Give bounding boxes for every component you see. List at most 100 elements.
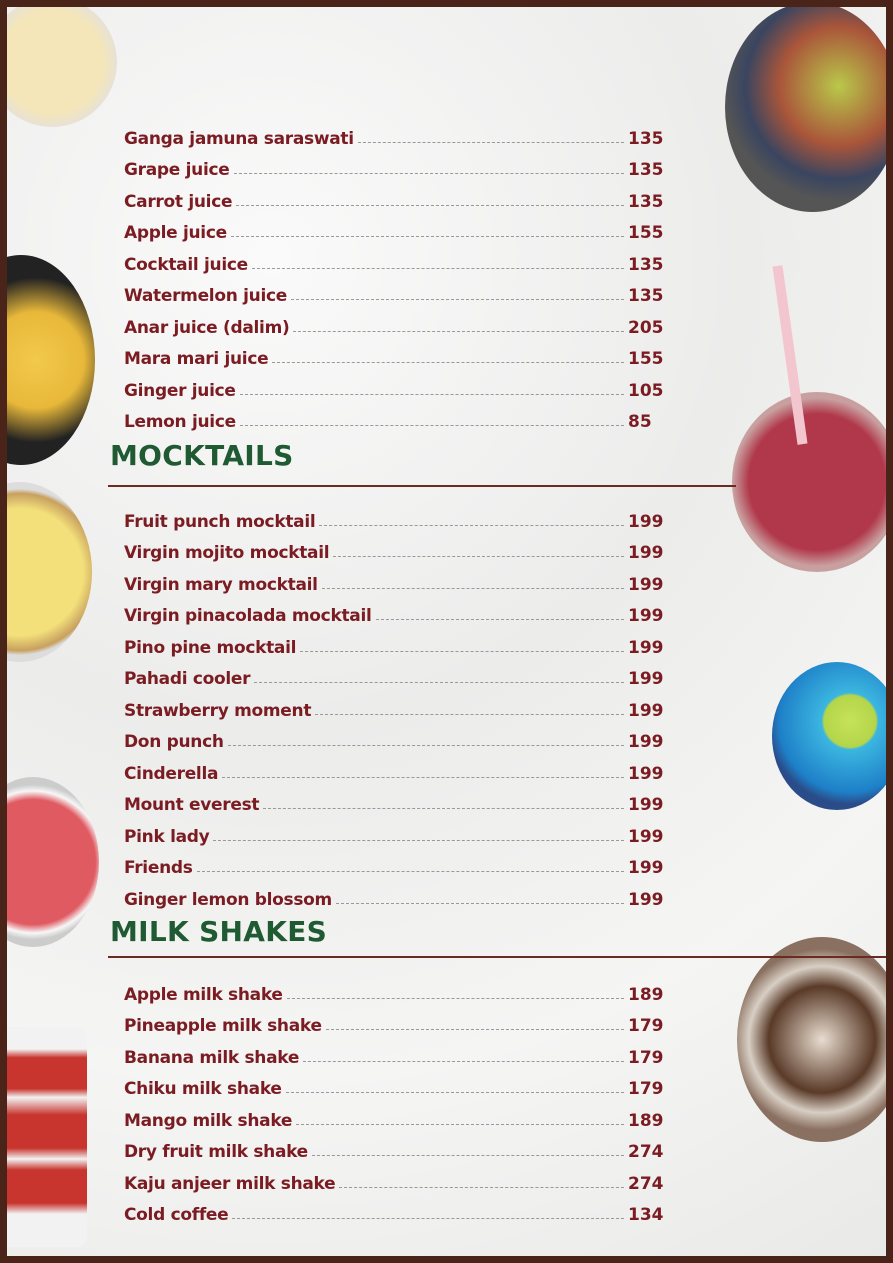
- dotted-leader: [325, 1028, 624, 1030]
- dotted-leader: [300, 650, 624, 652]
- item-price: 199: [628, 669, 664, 689]
- grapes-bowl-image: [725, 7, 886, 212]
- item-name: Don punch: [124, 732, 224, 752]
- menu-item: Cocktail juice 135: [124, 243, 664, 275]
- menu-item: Apple milk shake 189: [124, 973, 664, 1005]
- item-name: Mara mari juice: [124, 349, 269, 369]
- menu-item: Ganga jamuna saraswati 135: [124, 117, 664, 149]
- dotted-leader: [293, 330, 624, 332]
- item-name: Virgin pinacolada mocktail: [124, 606, 372, 626]
- menu-item: Watermelon juice 135: [124, 275, 664, 306]
- dotted-leader: [227, 744, 624, 746]
- menu-item: Pahadi cooler 199: [124, 658, 664, 689]
- menu-item: Anar juice (dalim) 205: [124, 306, 664, 338]
- menu-item: Chiku milk shake 179: [124, 1068, 664, 1099]
- milk-shakes-divider: [108, 956, 886, 958]
- dotted-leader: [213, 839, 624, 841]
- dotted-leader: [232, 1217, 624, 1219]
- menu-item: Virgin pinacolada mocktail 199: [124, 595, 664, 626]
- item-price: 199: [628, 732, 664, 752]
- dotted-leader: [222, 776, 624, 778]
- menu-item: Pineapple milk shake 179: [124, 1005, 664, 1036]
- item-name: Kaju anjeer milk shake: [124, 1173, 336, 1194]
- menu-item: Carrot juice 135: [124, 180, 664, 212]
- item-price: 199: [628, 858, 664, 878]
- menu-item: Don punch 199: [124, 721, 664, 752]
- item-name: Ginger juice: [124, 380, 236, 401]
- dotted-leader: [296, 1123, 624, 1125]
- menu-item: Ginger lemon blossom 199: [124, 878, 664, 910]
- item-price: 205: [628, 317, 664, 338]
- item-name: Carrot juice: [124, 191, 233, 212]
- menu-item: Cold coffee 134: [124, 1194, 664, 1225]
- dotted-leader: [333, 555, 624, 557]
- item-price: 155: [628, 349, 664, 369]
- dotted-leader: [335, 902, 624, 904]
- item-price: 274: [628, 1173, 664, 1194]
- mango-drink-image: [7, 482, 92, 662]
- item-price: 199: [628, 763, 664, 784]
- item-name: Fruit punch mocktail: [124, 511, 316, 532]
- dotted-leader: [263, 807, 624, 809]
- dotted-leader: [339, 1186, 624, 1188]
- item-price: 189: [628, 1110, 664, 1131]
- strawberry-juice-image: [732, 392, 886, 572]
- menu-item: Grape juice 135: [124, 149, 664, 180]
- item-price: 135: [628, 254, 664, 275]
- menu-item: Cinderella 199: [124, 752, 664, 784]
- item-name: Cold coffee: [124, 1205, 229, 1225]
- menu-item: Ginger juice 105: [124, 369, 664, 401]
- dotted-leader: [239, 424, 624, 426]
- mocktails-divider: [108, 485, 736, 487]
- item-name: Chiku milk shake: [124, 1079, 282, 1099]
- dotted-leader: [233, 172, 624, 174]
- menu-item: Virgin mary mocktail 199: [124, 563, 664, 595]
- menu-page: Ganga jamuna saraswati 135 Grape juice 135 C…: [7, 7, 886, 1256]
- menu-item: Mara mari juice 155: [124, 338, 664, 369]
- item-name: Virgin mojito mocktail: [124, 543, 330, 563]
- item-name: Watermelon juice: [124, 286, 287, 306]
- item-name: Cinderella: [124, 763, 219, 784]
- item-price: 199: [628, 889, 664, 910]
- item-name: Pink lady: [124, 826, 210, 847]
- item-name: Ganga jamuna saraswati: [124, 128, 354, 149]
- dotted-leader: [319, 524, 624, 526]
- item-name: Apple juice: [124, 223, 227, 243]
- item-price: 199: [628, 511, 664, 532]
- item-price: 134: [628, 1205, 664, 1225]
- menu-item: Apple juice 155: [124, 212, 664, 243]
- item-name: Pino pine mocktail: [124, 637, 297, 658]
- menu-item: Kaju anjeer milk shake 274: [124, 1162, 664, 1194]
- menu-item: Fruit punch mocktail 199: [124, 500, 664, 532]
- dotted-leader: [291, 298, 624, 300]
- dotted-leader: [285, 1091, 624, 1093]
- item-name: Pahadi cooler: [124, 669, 251, 689]
- item-name: Anar juice (dalim): [124, 317, 290, 338]
- pineapple-plate-image: [7, 255, 95, 465]
- dotted-leader: [303, 1060, 624, 1062]
- chocolate-shake-image: [737, 937, 886, 1142]
- item-name: Dry fruit milk shake: [124, 1142, 308, 1162]
- item-price: 155: [628, 223, 664, 243]
- dotted-leader: [311, 1154, 624, 1156]
- item-price: 179: [628, 1016, 664, 1036]
- item-name: Cocktail juice: [124, 254, 248, 275]
- item-price: 199: [628, 543, 664, 563]
- blue-lagoon-image: [772, 662, 886, 810]
- dotted-leader: [254, 681, 624, 683]
- item-price: 85: [628, 412, 652, 432]
- item-name: Friends: [124, 858, 193, 878]
- dotted-leader: [286, 997, 624, 999]
- menu-item: Banana milk shake 179: [124, 1036, 664, 1068]
- dotted-leader: [272, 361, 624, 363]
- item-price: 135: [628, 128, 664, 149]
- item-price: 135: [628, 286, 664, 306]
- item-price: 199: [628, 795, 664, 815]
- menu-item: Friends 199: [124, 847, 664, 878]
- dotted-leader: [239, 393, 624, 395]
- item-price: 135: [628, 160, 664, 180]
- menu-item: Strawberry moment 199: [124, 689, 664, 721]
- menu-item: Mount everest 199: [124, 784, 664, 815]
- dotted-leader: [315, 713, 624, 715]
- item-name: Mango milk shake: [124, 1110, 293, 1131]
